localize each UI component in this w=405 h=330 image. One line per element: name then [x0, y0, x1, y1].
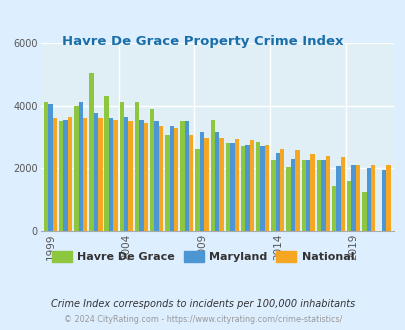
Bar: [139, 120, 143, 231]
Bar: [94, 114, 98, 231]
Bar: [301, 160, 305, 231]
Bar: [245, 145, 249, 231]
Bar: [79, 102, 83, 231]
Bar: [290, 159, 294, 231]
Bar: [381, 170, 385, 231]
Bar: [169, 126, 173, 231]
Text: Havre De Grace Property Crime Index: Havre De Grace Property Crime Index: [62, 35, 343, 48]
Bar: [275, 152, 279, 231]
Bar: [370, 165, 375, 231]
Bar: [385, 165, 390, 231]
Bar: [346, 182, 351, 231]
Bar: [53, 117, 57, 231]
Bar: [48, 104, 53, 231]
Bar: [279, 149, 284, 231]
Bar: [225, 143, 230, 231]
Bar: [316, 160, 320, 231]
Bar: [119, 102, 124, 231]
Bar: [331, 186, 335, 231]
Bar: [335, 166, 340, 231]
Bar: [173, 128, 178, 231]
Bar: [286, 167, 290, 231]
Bar: [309, 154, 314, 231]
Bar: [143, 122, 148, 231]
Bar: [134, 102, 139, 231]
Bar: [74, 106, 79, 231]
Bar: [89, 73, 94, 231]
Bar: [98, 118, 102, 231]
Bar: [340, 157, 344, 231]
Bar: [240, 147, 245, 231]
Legend: Havre De Grace, Maryland, National: Havre De Grace, Maryland, National: [47, 247, 358, 267]
Bar: [195, 149, 199, 231]
Bar: [249, 140, 254, 231]
Bar: [294, 150, 299, 231]
Bar: [320, 160, 325, 231]
Bar: [113, 120, 117, 231]
Bar: [199, 132, 204, 231]
Bar: [180, 121, 184, 231]
Bar: [128, 121, 132, 231]
Bar: [264, 145, 269, 231]
Bar: [44, 102, 48, 231]
Bar: [59, 121, 63, 231]
Bar: [104, 96, 109, 231]
Bar: [165, 135, 169, 231]
Bar: [219, 138, 223, 231]
Bar: [234, 139, 239, 231]
Bar: [260, 147, 264, 231]
Bar: [366, 168, 370, 231]
Bar: [124, 116, 128, 231]
Bar: [68, 116, 72, 231]
Bar: [158, 126, 163, 231]
Bar: [215, 132, 219, 231]
Text: © 2024 CityRating.com - https://www.cityrating.com/crime-statistics/: © 2024 CityRating.com - https://www.city…: [64, 315, 341, 324]
Bar: [149, 109, 154, 231]
Bar: [204, 138, 208, 231]
Bar: [271, 159, 275, 231]
Bar: [109, 118, 113, 231]
Bar: [189, 135, 193, 231]
Bar: [184, 121, 189, 231]
Bar: [83, 117, 87, 231]
Bar: [305, 160, 309, 231]
Text: Crime Index corresponds to incidents per 100,000 inhabitants: Crime Index corresponds to incidents per…: [51, 299, 354, 309]
Bar: [230, 143, 234, 231]
Bar: [351, 165, 355, 231]
Bar: [256, 142, 260, 231]
Bar: [355, 165, 359, 231]
Bar: [325, 156, 329, 231]
Bar: [63, 120, 68, 231]
Bar: [154, 121, 158, 231]
Bar: [210, 120, 215, 231]
Bar: [361, 192, 366, 231]
